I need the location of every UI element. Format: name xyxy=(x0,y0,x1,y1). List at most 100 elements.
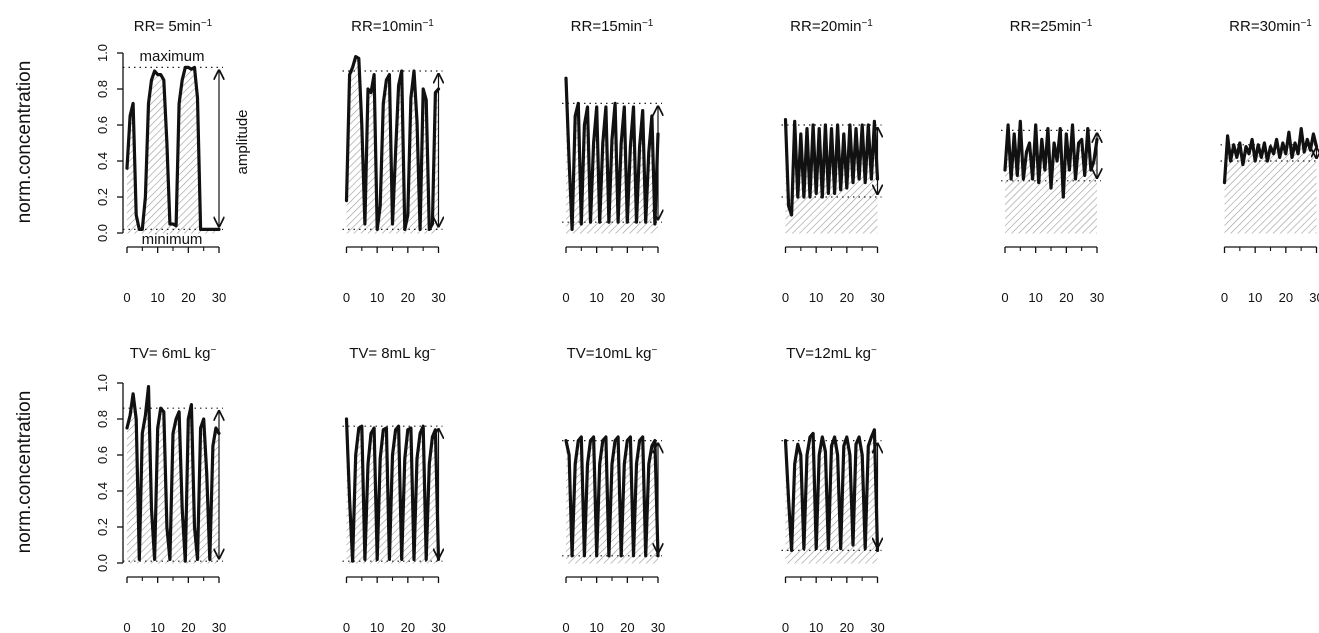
panel-title-superscript: −1 xyxy=(1300,18,1312,29)
series-line xyxy=(125,65,221,231)
panel-title-superscript: −1 xyxy=(422,18,434,29)
annotation-maximum: maximum xyxy=(139,48,204,65)
panel-title: RR=30min−1 xyxy=(1229,18,1312,36)
x-tick-label: 30 xyxy=(212,620,226,633)
chart-panel-4: RR=20min−1 0 10 20 30 xyxy=(781,18,885,305)
y-tick-label: 0.4 xyxy=(95,152,110,170)
chart-panel-1: RR= 5min−1 0 10 20 30 0.0 0.2 0.4 0.6 0.8 1.0 xyxy=(95,18,226,306)
x-tick-label: 10 xyxy=(809,620,823,633)
panel-title: RR=25min−1 xyxy=(1010,18,1093,36)
series-line xyxy=(125,385,221,563)
chart-panel-8: TV= 8mL kg− 0 10 20 30 xyxy=(342,345,446,633)
x-tick-label: 0 xyxy=(782,290,789,305)
series-area xyxy=(127,67,219,234)
y-tick-label: 0.0 xyxy=(95,554,110,572)
x-tick-label: 10 xyxy=(1248,290,1262,305)
x-tick-label: 0 xyxy=(782,620,789,633)
x-tick-label: 20 xyxy=(181,620,195,633)
panel-title: RR= 5min−1 xyxy=(134,18,213,36)
x-tick-label: 30 xyxy=(1309,290,1319,305)
annotation-minimum: minimum xyxy=(142,231,203,248)
series-line xyxy=(564,76,660,231)
x-tick-label: 20 xyxy=(401,290,415,305)
x-tick-label: 10 xyxy=(1028,290,1042,305)
x-tick-label: 30 xyxy=(870,620,884,633)
panels: RR= 5min−1 0 10 20 30 0.0 0.2 0.4 0.6 0.8 1.0 RR=10… xyxy=(95,18,1319,633)
x-tick-label: 20 xyxy=(620,290,634,305)
series-line xyxy=(783,428,880,552)
y-tick-label: 0.8 xyxy=(95,80,110,98)
series-line xyxy=(344,55,441,231)
panel-title-superscript: −1 xyxy=(201,18,213,29)
x-tick-label: 30 xyxy=(651,290,665,305)
y-tick-label: 0.2 xyxy=(95,188,110,206)
series-area xyxy=(785,119,878,233)
x-tick-label: 20 xyxy=(840,290,854,305)
x-tick-label: 20 xyxy=(620,620,634,633)
chart-panel-2: RR=10min−1 0 10 20 30 xyxy=(342,18,446,305)
x-tick-label: 0 xyxy=(343,290,350,305)
series-line xyxy=(1222,127,1319,185)
chart-panel-6: RR=30min−1 0 10 20 30 xyxy=(1220,18,1319,305)
x-tick-label: 10 xyxy=(809,290,823,305)
x-tick-label: 10 xyxy=(150,620,164,633)
y-tick-label: 1.0 xyxy=(95,374,110,392)
panel-title: RR=15min−1 xyxy=(571,18,654,36)
chart-panel-5: RR=25min−1 0 10 20 30 xyxy=(1001,18,1104,305)
y-tick-label: 0.4 xyxy=(95,482,110,500)
x-tick-label: 0 xyxy=(1221,290,1228,305)
x-tick-label: 30 xyxy=(1090,290,1104,305)
chart-panel-10: TV=12mL kg− 0 10 20 30 xyxy=(781,345,885,633)
x-tick-label: 20 xyxy=(401,620,415,633)
chart-panel-9: TV=10mL kg− 0 10 20 30 xyxy=(562,345,665,633)
y-tick-label: 0.2 xyxy=(95,518,110,536)
series-line xyxy=(783,118,880,217)
chart-panel-7: TV= 6mL kg− 0 10 20 30 0.0 0.2 0.4 0.6 0.8 1.0 xyxy=(95,345,226,633)
series-line xyxy=(344,417,441,563)
chart-panel-3: RR=15min−1 0 10 20 30 xyxy=(562,18,665,305)
panel-title: RR=20min−1 xyxy=(790,18,873,36)
panel-title-superscript: − xyxy=(430,345,436,356)
x-tick-label: 20 xyxy=(1279,290,1293,305)
panel-title: RR=10min−1 xyxy=(351,18,434,36)
x-tick-label: 10 xyxy=(370,620,384,633)
x-tick-label: 0 xyxy=(343,620,350,633)
x-tick-label: 30 xyxy=(651,620,665,633)
panel-title-superscript: −1 xyxy=(861,18,873,29)
annotation-amplitude: amplitude xyxy=(234,109,251,174)
y-tick-label: 0.0 xyxy=(95,224,110,242)
panel-title: TV=12mL kg− xyxy=(786,345,877,363)
x-tick-label: 0 xyxy=(562,620,569,633)
panel-title: TV=10mL kg− xyxy=(567,345,658,363)
y-tick-label: 0.6 xyxy=(95,446,110,464)
x-tick-label: 10 xyxy=(589,620,603,633)
y-tick-label: 0.8 xyxy=(95,410,110,428)
x-tick-label: 20 xyxy=(840,620,854,633)
panel-title-superscript: − xyxy=(210,345,216,356)
panel-title-superscript: − xyxy=(652,345,658,356)
panel-title: TV= 6mL kg− xyxy=(130,345,217,363)
row-ylabel-2: norm.concentration xyxy=(14,391,35,554)
panel-title-superscript: −1 xyxy=(1081,18,1093,29)
panel-title: TV= 8mL kg− xyxy=(349,345,436,363)
panel-title-superscript: − xyxy=(871,345,877,356)
series-line xyxy=(1003,119,1099,199)
x-tick-label: 30 xyxy=(431,290,445,305)
y-tick-label: 0.6 xyxy=(95,116,110,134)
x-tick-label: 30 xyxy=(870,290,884,305)
x-tick-label: 10 xyxy=(370,290,384,305)
x-tick-label: 20 xyxy=(1059,290,1073,305)
panel-title-superscript: −1 xyxy=(642,18,654,29)
row-ylabel-1: norm.concentration xyxy=(14,61,35,224)
x-tick-label: 30 xyxy=(431,620,445,633)
x-tick-label: 10 xyxy=(589,290,603,305)
y-tick-label: 1.0 xyxy=(95,44,110,62)
x-tick-label: 20 xyxy=(181,290,195,305)
x-tick-label: 0 xyxy=(123,620,130,633)
x-tick-label: 0 xyxy=(562,290,569,305)
series-line xyxy=(564,435,660,558)
x-tick-label: 0 xyxy=(123,290,130,305)
x-tick-label: 10 xyxy=(150,290,164,305)
